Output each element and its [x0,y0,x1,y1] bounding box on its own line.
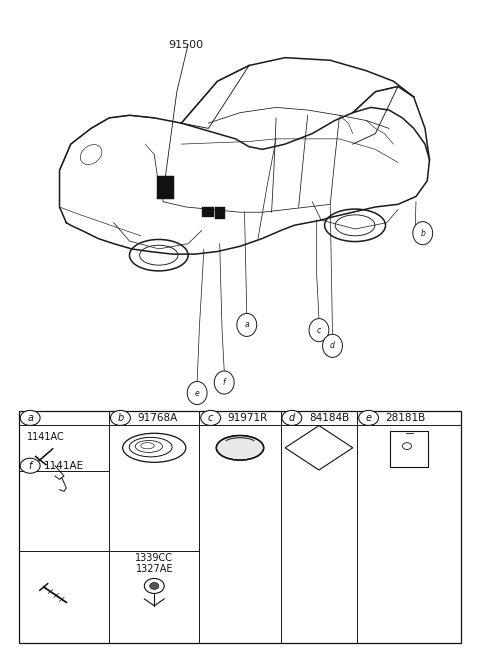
Circle shape [323,334,342,358]
Bar [390,431,428,466]
Text: a: a [27,413,33,423]
Text: f: f [28,460,32,471]
Circle shape [413,221,432,245]
Circle shape [20,458,40,474]
Circle shape [359,411,379,426]
Text: d: d [330,341,335,350]
Text: b: b [117,413,123,423]
Text: 91500: 91500 [168,39,203,50]
Text: 1339CC: 1339CC [135,553,173,563]
Text: 28181B: 28181B [386,413,426,423]
Bar [215,207,225,219]
Text: c: c [208,413,213,423]
Text: 91768A: 91768A [138,413,178,423]
Text: f: f [223,378,226,387]
Circle shape [282,411,302,426]
Bar [202,207,214,217]
Text: 1141AE: 1141AE [44,460,84,471]
Bar [156,176,174,199]
Text: 91971R: 91971R [228,413,268,423]
Ellipse shape [216,436,264,460]
Text: 84184B: 84184B [309,413,349,423]
Circle shape [309,318,329,342]
Text: d: d [289,413,295,423]
Text: 1141AC: 1141AC [27,432,65,442]
Text: e: e [366,413,372,423]
Circle shape [187,381,207,405]
Circle shape [20,411,40,426]
Circle shape [201,411,221,426]
Circle shape [144,578,164,593]
Circle shape [237,313,257,337]
Circle shape [214,371,234,394]
Text: b: b [420,229,425,238]
Circle shape [150,582,159,590]
Text: 1327AE: 1327AE [135,564,173,574]
Text: e: e [195,388,200,398]
Text: a: a [244,320,249,329]
Text: c: c [317,326,321,335]
Circle shape [110,411,131,426]
